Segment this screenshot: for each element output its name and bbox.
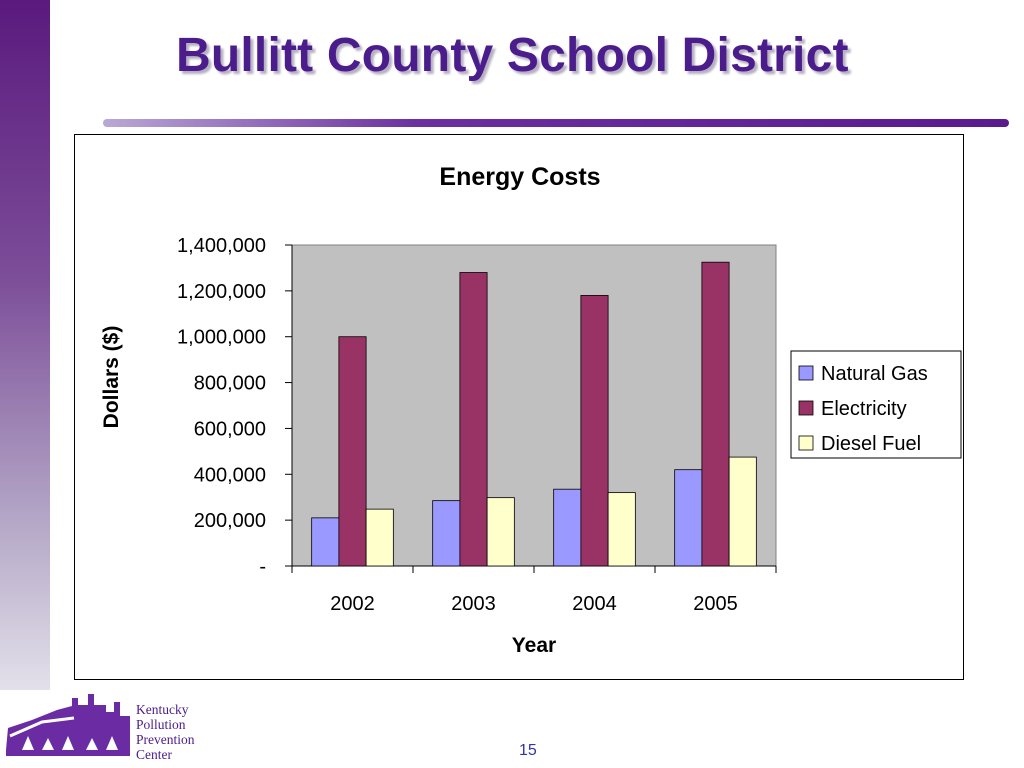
bar-diesel-fuel-2005	[728, 456, 757, 567]
bar-diesel-fuel-2002	[365, 508, 394, 567]
logo-line: Kentucky	[136, 702, 189, 717]
legend-label: Electricity	[821, 398, 907, 420]
title-underline	[103, 119, 1009, 127]
y-axis: - 200,000 400,000 600,000 800,000 1,000,000 1,…	[177, 235, 293, 578]
side-gradient-bar	[0, 0, 50, 690]
chart-frame: Energy Costs - 200,000 400,000 600,000 800,0…	[74, 134, 964, 680]
x-axis: 2002 2003 2004 2005	[291, 565, 777, 615]
y-tick-label: 400,000	[194, 464, 266, 486]
x-tick-label: 2003	[451, 593, 496, 615]
legend-box	[790, 350, 962, 459]
legend-label: Diesel Fuel	[821, 433, 921, 455]
x-axis-label: Year	[512, 634, 556, 657]
kppc-logo	[6, 694, 130, 756]
bar-series	[311, 261, 757, 567]
y-tick-label: 1,400,000	[177, 235, 266, 257]
bar-electricity-2004	[580, 295, 609, 567]
y-tick-label: 200,000	[194, 510, 266, 532]
legend-label: Natural Gas	[821, 363, 928, 385]
y-tick-label: 1,200,000	[177, 281, 266, 303]
y-tick-label: 800,000	[194, 373, 266, 395]
slide-title: Bullitt County School District	[176, 29, 849, 82]
bar-natural-gas-2005	[674, 469, 703, 567]
bar-electricity-2003	[459, 272, 488, 567]
page-number: 15	[519, 742, 537, 759]
y-tick-label: -	[259, 556, 266, 578]
bar-natural-gas-2002	[311, 517, 340, 567]
logo-line: Center	[136, 747, 172, 762]
x-tick-label: 2005	[693, 593, 738, 615]
bar-electricity-2005	[701, 261, 730, 567]
logo-line: Prevention	[136, 732, 195, 747]
legend-swatch	[798, 435, 814, 451]
logo-text: Kentucky Pollution Prevention Center	[136, 702, 226, 762]
y-tick-label: 1,000,000	[177, 327, 266, 349]
energy-costs-chart: Energy Costs - 200,000 400,000 600,000 800,0…	[100, 163, 962, 657]
bar-natural-gas-2004	[553, 488, 582, 567]
bar-electricity-2002	[338, 336, 367, 567]
chart-title: Energy Costs	[439, 163, 600, 191]
bar-diesel-fuel-2004	[607, 492, 636, 567]
legend-swatch	[798, 365, 814, 381]
logo-skyline-icon	[6, 694, 130, 750]
bar-diesel-fuel-2003	[486, 497, 515, 567]
y-axis-label: Dollars ($)	[100, 326, 123, 429]
legend-swatch	[798, 400, 814, 416]
chart-legend: Natural Gas Electricity Diesel Fuel	[790, 350, 962, 459]
y-tick-label: 600,000	[194, 418, 266, 440]
x-tick-label: 2002	[330, 593, 375, 615]
logo-line: Pollution	[136, 717, 186, 732]
bar-natural-gas-2003	[432, 500, 461, 567]
x-tick-label: 2004	[572, 593, 617, 615]
